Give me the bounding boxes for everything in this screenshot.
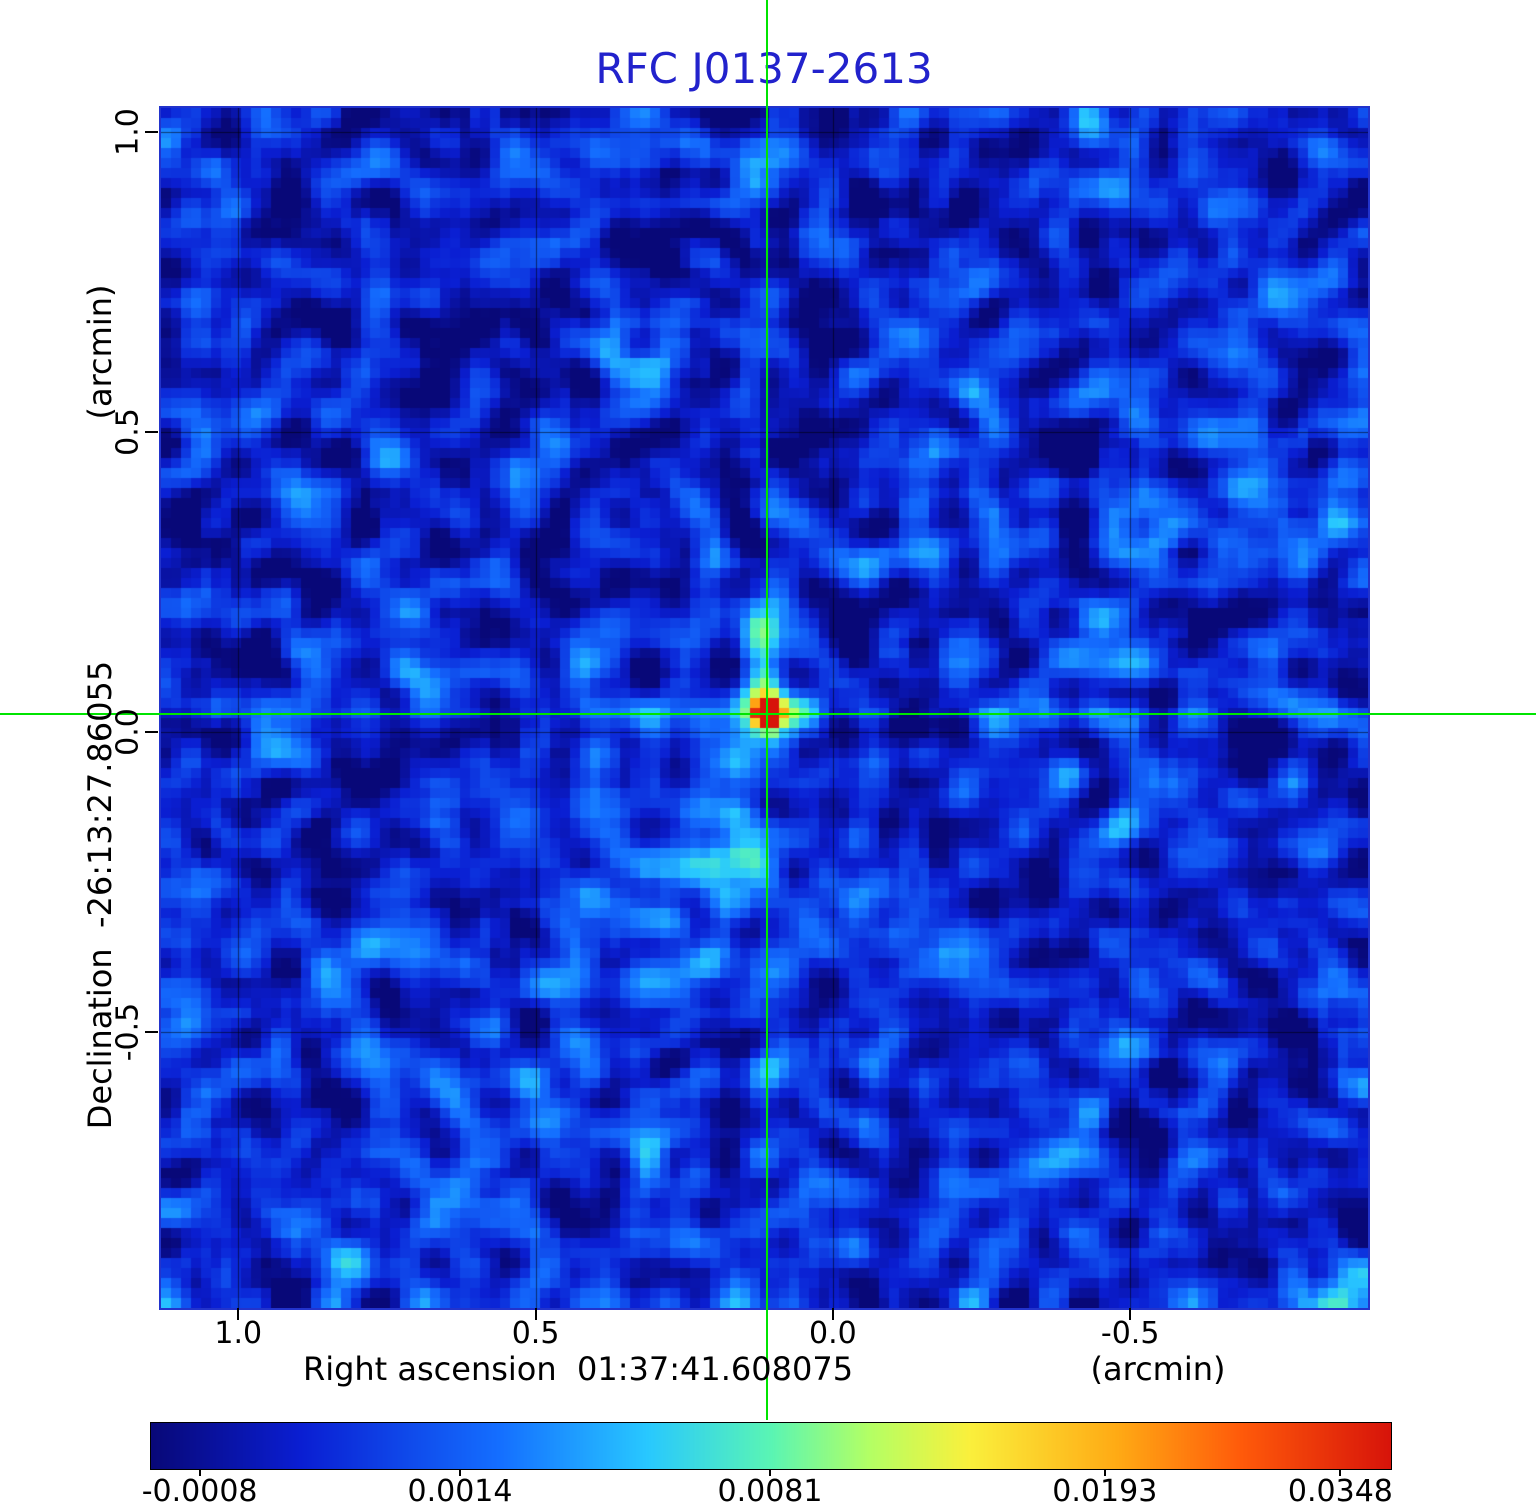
y-axis-unit-label: (arcmin) [81,284,119,420]
colorbar-tick-mark [459,1469,461,1476]
x-axis-unit-label: (arcmin) [1090,1350,1226,1388]
y-tick-mark [145,131,158,133]
colorbar-tick-label: 0.0348 [1287,1474,1393,1509]
x-tick-label: -0.5 [1100,1316,1160,1351]
y-tick-label: 1.0 [110,108,146,156]
y-tick-label: 0.0 [110,708,146,756]
x-tick-label: 0.0 [809,1316,857,1351]
y-tick-label: 0.5 [110,408,146,456]
colorbar-tick-label: 0.0081 [717,1474,823,1509]
heatmap-canvas [161,108,1368,1308]
colorbar-canvas [151,1423,1391,1469]
colorbar-tick-label: 0.0014 [407,1474,513,1509]
x-tick-mark [534,1308,537,1320]
y-tick-label: -0.5 [110,1002,146,1062]
x-tick-mark [831,1308,834,1320]
colorbar-tick-label: -0.0008 [141,1474,258,1509]
x-tick-label: 1.0 [214,1316,263,1351]
colorbar-tick-mark [198,1469,201,1476]
x-axis-label: Right ascension 01:37:41.608075 [302,1350,854,1388]
crosshair-vertical-line [766,0,769,1420]
colorbar-frame [150,1422,1392,1470]
y-tick-mark [145,1031,158,1033]
x-tick-mark [237,1308,240,1320]
colorbar-tick-mark [1103,1469,1106,1476]
colorbar-tick-mark [1339,1469,1342,1476]
x-tick-label: 0.5 [511,1316,560,1351]
colorbar-tick-mark [769,1469,771,1476]
figure-title: RFC J0137-2613 [595,44,933,93]
colorbar-tick-label: 0.0193 [1052,1474,1158,1509]
x-tick-mark [1129,1308,1132,1320]
plot-frame [159,106,1370,1310]
y-tick-mark [145,731,158,733]
crosshair-horizontal-line [0,713,1536,715]
y-tick-mark [145,431,158,433]
